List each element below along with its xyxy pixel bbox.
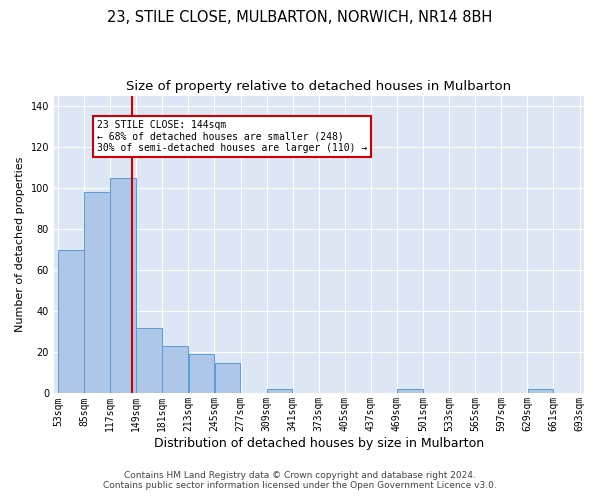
- Bar: [84, 192, 110, 394]
- Bar: [110, 178, 136, 394]
- Bar: [163, 346, 188, 394]
- Bar: [136, 328, 162, 394]
- Text: 23 STILE CLOSE: 144sqm
← 68% of detached houses are smaller (248)
30% of semi-de: 23 STILE CLOSE: 144sqm ← 68% of detached…: [97, 120, 367, 154]
- Bar: [58, 250, 84, 394]
- Bar: [397, 390, 423, 394]
- Text: Contains HM Land Registry data © Crown copyright and database right 2024.
Contai: Contains HM Land Registry data © Crown c…: [103, 470, 497, 490]
- Bar: [527, 390, 553, 394]
- Y-axis label: Number of detached properties: Number of detached properties: [15, 157, 25, 332]
- Bar: [188, 354, 214, 394]
- Title: Size of property relative to detached houses in Mulbarton: Size of property relative to detached ho…: [126, 80, 511, 93]
- Bar: [267, 390, 292, 394]
- X-axis label: Distribution of detached houses by size in Mulbarton: Distribution of detached houses by size …: [154, 437, 484, 450]
- Bar: [215, 362, 241, 394]
- Text: 23, STILE CLOSE, MULBARTON, NORWICH, NR14 8BH: 23, STILE CLOSE, MULBARTON, NORWICH, NR1…: [107, 10, 493, 25]
